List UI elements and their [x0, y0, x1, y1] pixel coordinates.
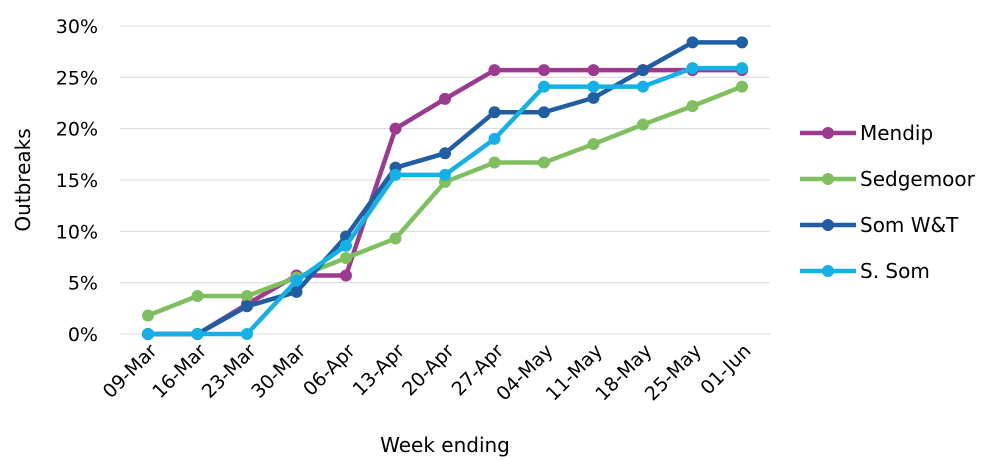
series-lines	[142, 36, 748, 340]
data-point	[736, 62, 748, 75]
data-point	[290, 274, 303, 287]
y-tick-label: 30%	[56, 16, 98, 38]
data-point	[389, 168, 402, 181]
data-point	[538, 64, 550, 77]
x-axis-title: Week ending	[380, 433, 510, 457]
data-point	[587, 91, 600, 104]
data-point	[439, 92, 451, 105]
x-tick-label: 23-Mar	[198, 340, 261, 403]
data-point	[538, 106, 550, 119]
data-point	[686, 36, 699, 49]
series-1	[142, 80, 748, 322]
data-point	[637, 118, 649, 131]
data-point	[587, 64, 600, 77]
legend-label: Som W&T	[860, 213, 959, 237]
legend-marker	[822, 265, 834, 277]
data-point	[241, 300, 253, 313]
series-line	[148, 40, 742, 337]
legend-item: Sedgemoor	[800, 167, 976, 191]
data-point	[142, 309, 154, 322]
data-point	[340, 252, 352, 265]
y-tick-label: 0%	[68, 324, 98, 346]
data-point	[241, 328, 253, 340]
data-point	[389, 122, 402, 135]
data-point	[191, 328, 204, 340]
x-tick-label: 13-Apr	[349, 340, 410, 401]
data-point	[241, 290, 253, 303]
x-tick-label: 16-Mar	[148, 340, 211, 403]
legend-marker	[822, 173, 834, 185]
data-point	[686, 62, 699, 75]
y-tick-label: 10%	[56, 221, 98, 243]
y-tick-label: 5%	[68, 273, 98, 295]
legend-item: Mendip	[800, 121, 933, 145]
data-point	[538, 156, 550, 169]
legend-item: S. Som	[800, 259, 930, 283]
data-point	[340, 269, 352, 282]
data-point	[587, 80, 600, 93]
data-point	[736, 80, 748, 93]
legend-label: Sedgemoor	[860, 167, 976, 191]
data-point	[340, 239, 352, 252]
legend-marker	[822, 127, 834, 139]
legend-item: Som W&T	[800, 213, 959, 237]
data-point	[488, 64, 501, 77]
y-tick-label: 20%	[56, 119, 98, 141]
x-tick-label: 30-Mar	[247, 340, 310, 403]
legend-label: Mendip	[860, 121, 933, 145]
x-tick-label: 20-Apr	[398, 340, 459, 401]
data-point	[439, 168, 451, 181]
x-tick-label: 01-Jun	[696, 340, 755, 399]
series-line	[147, 84, 743, 318]
y-axis-ticks: 0% 5% 10% 15% 20% 25% 30%	[56, 16, 98, 346]
x-tick-label: 06-Apr	[299, 340, 360, 401]
x-tick-label: 09-Mar	[99, 340, 162, 403]
data-point	[538, 80, 550, 93]
series-0	[142, 64, 748, 340]
y-axis-title: Outbreaks	[11, 128, 35, 231]
data-point	[637, 80, 649, 93]
legend-label: S. Som	[860, 259, 930, 283]
legend-marker	[822, 219, 834, 231]
data-point	[736, 36, 748, 49]
y-tick-label: 25%	[56, 67, 98, 89]
data-point	[290, 285, 303, 298]
gridlines	[120, 25, 770, 335]
data-point	[587, 138, 600, 151]
data-point	[142, 328, 154, 340]
legend: Mendip Sedgemoor Som W&T S. Som	[800, 121, 976, 283]
y-tick-label: 15%	[56, 170, 98, 192]
x-axis-ticks: 09-Mar16-Mar23-Mar30-Mar06-Apr13-Apr20-A…	[99, 340, 756, 405]
data-point	[439, 147, 451, 160]
data-point	[191, 290, 204, 303]
data-point	[389, 232, 402, 245]
data-point	[637, 64, 649, 77]
series-3	[142, 62, 748, 340]
data-point	[488, 156, 501, 169]
data-point	[488, 106, 501, 119]
data-point	[488, 132, 501, 145]
data-point	[686, 100, 699, 113]
